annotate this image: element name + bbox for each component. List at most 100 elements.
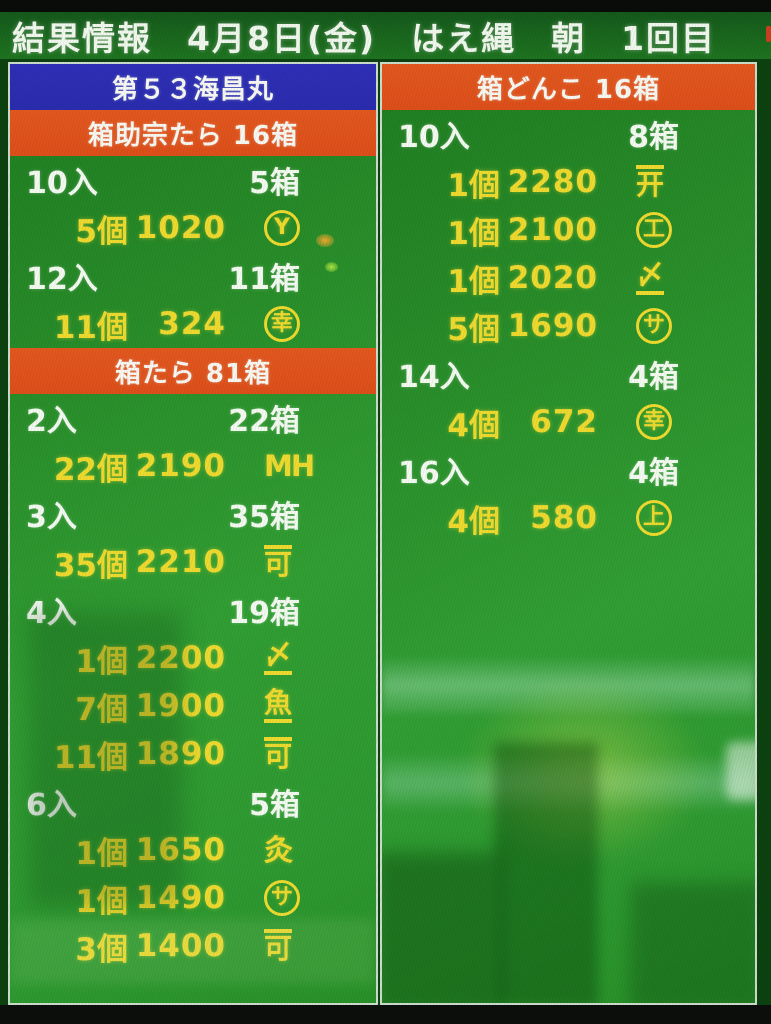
sale-row: 1個 2100 工 [382,206,755,254]
sale-price: 1020 [135,210,226,246]
sale-quantity: 1個 [447,167,500,204]
sale-row: 1個 2020 〆 [382,254,755,302]
buyer-mark: 灸 [264,832,293,867]
reflection-doorway [494,742,598,1003]
sale-price: 1650 [135,832,226,868]
sale-price: 2020 [507,260,598,296]
species-banner-label: 箱たら 81箱 [114,358,272,389]
buyer-mark: 〆 [264,641,293,675]
sale-row: 1個 2280 开 [382,158,755,206]
sale-quantity: 1個 [75,835,128,872]
sale-row: 35個 2210 可 [10,538,376,586]
buyer-mark-cell: 可 [264,929,293,963]
screen-bottom-bezel [0,1005,771,1024]
box-count-label: 4箱 [628,456,679,491]
pack-count-label: 16入 [398,456,470,491]
pack-size-row: 6入 5箱 [10,778,376,826]
reflection-window-band [382,757,755,809]
buyer-mark: 开 [636,165,665,199]
species-banner: 箱たら 81箱 [10,348,376,394]
sale-row: 11個 1890 可 [10,730,376,778]
species-banner-label: 箱どんこ 16箱 [476,74,661,105]
sale-price: 1900 [135,688,226,724]
sale-row: 11個 324 幸 [10,300,376,348]
sale-price: 2280 [507,164,598,200]
sale-price: 324 [158,306,226,342]
sale-price: 2200 [135,640,226,676]
sale-row: 1個 2200 〆 [10,634,376,682]
pack-size-row: 2入 22箱 [10,394,376,442]
buyer-mark-cell: 魚 [264,689,293,723]
pack-size-row: 3入 35箱 [10,490,376,538]
sale-row: 5個 1690 サ [382,302,755,350]
buyer-mark: サ [636,308,672,344]
buyer-mark: 幸 [636,404,672,440]
buyer-mark-cell: サ [264,880,300,916]
sale-price: 2210 [135,544,226,580]
pack-count-label: 12入 [26,262,98,297]
pack-count-label: 10入 [398,120,470,155]
sale-price: 2100 [507,212,598,248]
sale-quantity: 1個 [447,215,500,252]
buyer-mark-cell: サ [636,308,672,344]
pack-size-row: 16入 4箱 [382,446,755,494]
buyer-mark: 工 [636,212,672,248]
reflection-shadow [630,882,755,1003]
buyer-mark-cell: 幸 [636,404,672,440]
boat-name-banner: 第５３海昌丸 [10,64,376,110]
sale-quantity: 1個 [75,883,128,920]
sale-row: 4個 580 上 [382,494,755,542]
box-count-label: 22箱 [228,404,300,439]
buyer-mark-cell: 上 [636,500,672,536]
sale-price: 1690 [507,308,598,344]
buyer-mark-cell: 〆 [264,641,293,675]
sale-quantity: 11個 [53,309,128,346]
sale-quantity: 22個 [53,451,128,488]
sale-quantity: 35個 [53,547,128,584]
sale-quantity: 5個 [75,213,128,250]
buyer-mark-cell: MH [264,448,315,483]
sale-row: 7個 1900 魚 [10,682,376,730]
buyer-mark: MH [264,448,315,483]
species-banner: 箱どんこ 16箱 [382,64,755,110]
buyer-mark: 可 [264,929,293,963]
right-result-panel: 箱どんこ 16箱 10入 8箱 1個 2280 开 1個 2100 工 1個 2020 〆 5個 1690… [380,62,757,1005]
buyer-mark-cell: 〆 [636,261,665,295]
box-count-label: 5箱 [249,166,300,201]
page-title: 結果情報 4月8日(金) はえ縄 朝 1回目 [0,12,771,59]
reflection-shadow [382,852,499,1003]
buyer-mark: 可 [264,545,293,579]
reflection-window-band [382,656,755,714]
sale-row: 1個 1650 灸 [10,826,376,874]
buyer-mark: 可 [264,737,293,771]
sale-price: 672 [530,404,598,440]
screen-top-bezel [0,0,771,12]
box-count-label: 35箱 [228,500,300,535]
species-banner-label: 箱助宗たら 16箱 [87,120,299,151]
buyer-mark-cell: 幸 [264,306,300,342]
pack-count-label: 14入 [398,360,470,395]
sale-row: 22個 2190 MH [10,442,376,490]
sale-quantity: 4個 [447,407,500,444]
pack-size-row: 12入 11箱 [10,252,376,300]
buyer-mark-cell: 可 [264,737,293,771]
box-count-label: 4箱 [628,360,679,395]
buyer-mark-cell: 工 [636,212,672,248]
sale-row: 1個 1490 サ [10,874,376,922]
buyer-mark-cell: 开 [636,165,665,199]
left-result-panel: 第５３海昌丸 箱助宗たら 16箱 10入 5箱 5個 1020 Y 12入 11箱 11個 324… [8,62,378,1005]
box-count-label: 19箱 [228,596,300,631]
buyer-mark: 上 [636,500,672,536]
sale-price: 580 [530,500,598,536]
sale-price: 1890 [135,736,226,772]
sale-quantity: 7個 [75,691,128,728]
sale-row: 3個 1400 可 [10,922,376,970]
sale-quantity: 11個 [53,739,128,776]
pack-size-row: 14入 4箱 [382,350,755,398]
buyer-mark-cell: 可 [264,545,293,579]
sale-price: 1490 [135,880,226,916]
sale-quantity: 1個 [447,263,500,300]
pack-count-label: 10入 [26,166,98,201]
screen-edge-artifact [766,26,771,42]
